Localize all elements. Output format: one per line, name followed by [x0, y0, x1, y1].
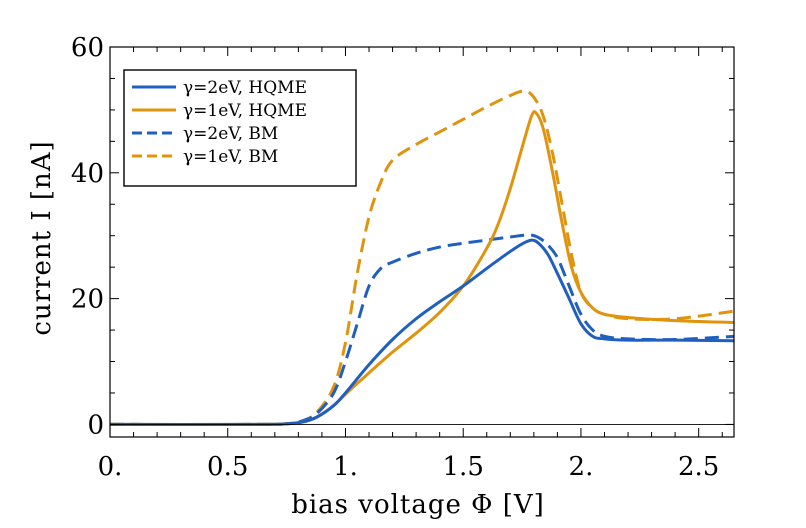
- y-tick-label: 20: [71, 285, 104, 315]
- legend-label: γ=2eV, BM: [183, 124, 278, 144]
- plot-lines: [109, 89, 735, 426]
- series-line-1: [109, 238, 735, 426]
- legend-label: γ=2eV, HQME: [183, 78, 307, 98]
- x-tick-labels: 0. 0.5 1. 1.5 2. 2.5: [98, 452, 720, 482]
- legend-box: [123, 69, 357, 187]
- x-tick-label: 0.: [98, 452, 123, 482]
- x-tick-label: 1.5: [443, 452, 484, 482]
- x-axis-label: bias voltage Φ [V]: [291, 490, 545, 520]
- legend: γ=2eV, HQME γ=1eV, HQME γ=2eV, BM γ=1eV, BM: [123, 69, 357, 187]
- y-axis-label: current I [nA]: [27, 140, 57, 335]
- legend-label: γ=1eV, HQME: [183, 101, 307, 121]
- series-line-3: [109, 233, 735, 426]
- x-tick-label: 0.5: [207, 452, 248, 482]
- x-tick-label: 2.5: [678, 452, 719, 482]
- axis-ticks: [109, 46, 734, 437]
- legend-label: γ=1eV, BM: [183, 147, 278, 167]
- y-tick-label: 0: [87, 410, 104, 440]
- y-tick-label: 40: [71, 159, 104, 189]
- y-tick-labels: 0 20 40 60: [71, 33, 104, 440]
- y-tick-label: 60: [71, 33, 104, 63]
- x-tick-label: 2.: [569, 452, 594, 482]
- x-tick-label: 1.: [333, 452, 358, 482]
- plot-frame: [109, 46, 735, 438]
